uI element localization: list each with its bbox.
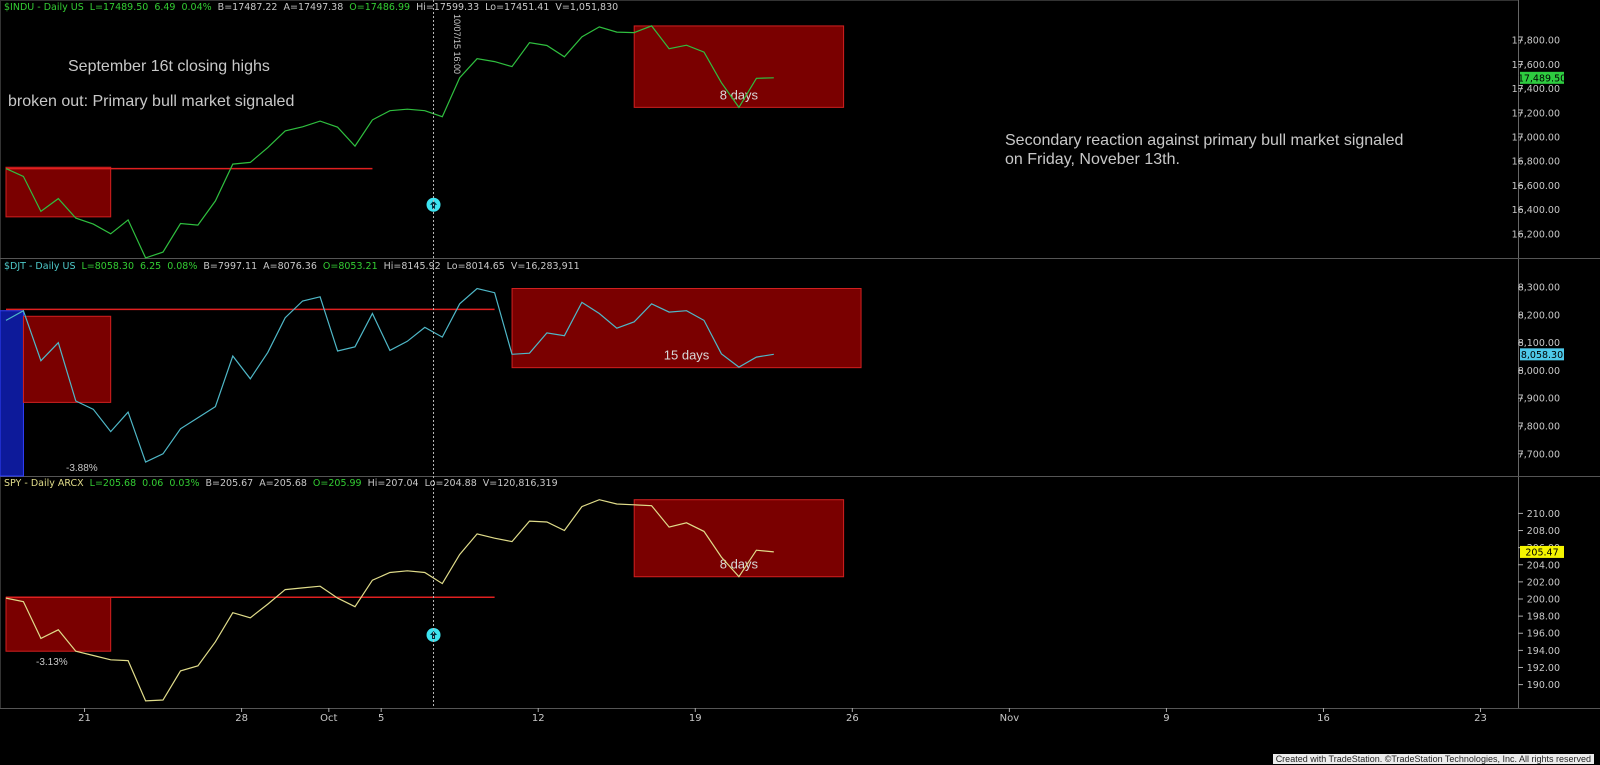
panel3-field: Lo=204.88 (424, 478, 477, 489)
x-tick-label: Oct (320, 713, 337, 724)
y-tick-label: 202.00 (1527, 577, 1560, 588)
panel1-field: L=17489.50 (89, 2, 149, 13)
y-tick-label: 16,600.00 (1512, 181, 1560, 192)
red-box (5, 596, 112, 652)
y-tick-label: 192.00 (1527, 663, 1560, 674)
red-box (511, 288, 862, 369)
y-tick-label: 194.00 (1527, 646, 1560, 657)
y-tick-label: 210.00 (1527, 509, 1560, 520)
x-tick-label: 16 (1317, 713, 1330, 724)
y-tick-label: 8,000.00 (1518, 366, 1560, 377)
y-tick-label: 198.00 (1527, 612, 1560, 623)
pct-label-djt: -3.88% (66, 463, 98, 474)
last-price-label: 8,058.30 (1521, 350, 1563, 361)
series-line (5, 25, 774, 259)
panel3-field: B=205.67 (205, 478, 254, 489)
y-tick-label: 7,900.00 (1518, 394, 1560, 405)
y-tick-label: 204.00 (1527, 560, 1560, 571)
panel3-field: 0.03% (169, 478, 200, 489)
y-tick-label: 7,700.00 (1518, 449, 1560, 460)
x-tick-label: 21 (78, 713, 91, 724)
y-tick-label: 16,400.00 (1512, 205, 1560, 216)
panel2-field: 6.25 (140, 261, 162, 272)
y-tick-label: 8,300.00 (1518, 283, 1560, 294)
x-tick-label: 26 (846, 713, 859, 724)
y-tick-label: 8,100.00 (1518, 338, 1560, 349)
x-tick-label: 28 (235, 713, 248, 724)
pct-label-spy: -3.13% (36, 657, 68, 668)
credit-text: Created with TradeStation. ©TradeStation… (1272, 754, 1594, 764)
panel3-field: A=205.68 (259, 478, 307, 489)
annotation-closing-highs: September 16t closing highs (68, 58, 270, 75)
x-tick-label: Nov (1000, 713, 1020, 724)
last-price-label: 205.47 (1525, 547, 1558, 558)
series-line (5, 499, 774, 702)
panel3-field: Hi=207.04 (367, 478, 419, 489)
y-tick-label: 196.00 (1527, 629, 1560, 640)
panel2-field: L=8058.30 (81, 261, 135, 272)
box-label: 15 days (664, 348, 710, 363)
red-box (633, 499, 845, 578)
y-tick-label: 208.00 (1527, 526, 1560, 537)
y-tick-label: 17,200.00 (1512, 108, 1560, 119)
panel2-symbol: $DJT - Daily US (4, 261, 76, 272)
y-tick-label: 8,200.00 (1518, 310, 1560, 321)
y-tick-label: 200.00 (1527, 595, 1560, 606)
panel3-header: SPY - Daily ARCX L=205.68 0.06 0.03% B=205.6… (4, 478, 564, 492)
red-box (22, 315, 112, 403)
panel2-field: B=7997.11 (203, 261, 258, 272)
x-tick-label: 5 (378, 713, 384, 724)
y-tick-label: 16,200.00 (1512, 229, 1560, 240)
x-tick-label: 19 (689, 713, 702, 724)
panel3-field: L=205.68 (89, 478, 137, 489)
panel1-field: 6.49 (154, 2, 176, 13)
up-arrow-icon (430, 630, 438, 639)
panel3-symbol: SPY - Daily ARCX (4, 478, 84, 489)
panel2-field: A=8076.36 (263, 261, 317, 272)
y-tick-label: 17,000.00 (1512, 133, 1560, 144)
panel3-field: V=120,816,319 (482, 478, 558, 489)
last-price-label: 17,489.50 (1518, 73, 1566, 84)
y-tick-label: 17,600.00 (1512, 60, 1560, 71)
panel2-field: 0.08% (167, 261, 198, 272)
annotation-november-13: on Friday, Novеber 13th. (1005, 151, 1180, 168)
annotation-secondary-reaction: Secondary reaction against primary bull … (1005, 132, 1404, 149)
y-tick-label: 17,400.00 (1512, 84, 1560, 95)
panel1-field: 0.04% (181, 2, 212, 13)
last-price-badge (1520, 545, 1564, 558)
panel1-symbol: $INDU - Daily US (4, 2, 84, 13)
panel1-field: Hi=17599.33 (416, 2, 480, 13)
panel3-field: 0.06 (142, 478, 164, 489)
panel2-field: V=16,283,911 (510, 261, 580, 272)
panel2-field: Hi=8145.92 (383, 261, 441, 272)
panel1-field: Lo=17451.41 (485, 2, 550, 13)
x-tick-label: 23 (1474, 713, 1487, 724)
last-price-badge (1520, 348, 1564, 361)
box-label: 8 days (720, 557, 759, 572)
series-line (5, 287, 774, 463)
vline-date-label: 10/07/15 16:00 (452, 14, 462, 75)
y-tick-label: 17,800.00 (1512, 36, 1560, 47)
x-tick-label: 9 (1163, 713, 1169, 724)
blue-highlight-bar (0, 310, 24, 477)
panel1-field: B=17487.22 (217, 2, 278, 13)
panel1-field: V=1,051,830 (555, 2, 619, 13)
panel2-field: Lo=8014.65 (446, 261, 505, 272)
red-box (633, 25, 845, 108)
last-price-badge (1520, 71, 1564, 84)
panel1-field: O=17486.99 (349, 2, 411, 13)
y-tick-label: 7,800.00 (1518, 422, 1560, 433)
red-box (5, 166, 112, 218)
panel1-field: A=17497.38 (283, 2, 344, 13)
y-tick-label: 190.00 (1527, 680, 1560, 691)
panel2-field: O=8053.21 (322, 261, 378, 272)
panel1-header: $INDU - Daily US L=17489.50 6.49 0.04% B=174… (4, 2, 624, 16)
panel3-field: O=205.99 (312, 478, 362, 489)
x-tick-label: 12 (532, 713, 545, 724)
panel2-header: $DJT - Daily US L=8058.30 6.25 0.08% B=7997.… (4, 261, 586, 275)
annotation-bull-market: broken out: Primary bull market signaled (8, 93, 295, 110)
y-tick-label: 16,800.00 (1512, 157, 1560, 168)
